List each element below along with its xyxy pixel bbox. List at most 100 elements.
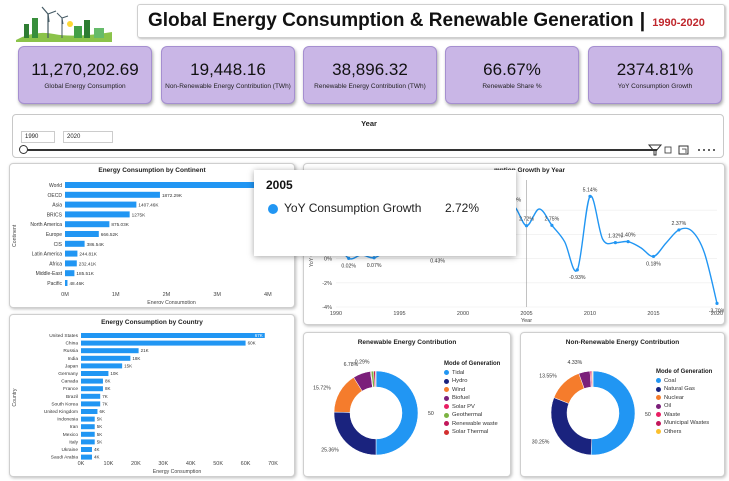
- more-options-icon[interactable]: [698, 149, 715, 151]
- kpi-card-nonrenewable[interactable]: 19,448.16 Non-Renewable Energy Contribut…: [161, 46, 295, 104]
- kpi-value: 11,270,202.69: [31, 60, 139, 79]
- legend-label: Coal: [664, 377, 676, 384]
- data-label: 2.75%: [545, 216, 560, 222]
- data-point: [651, 254, 656, 259]
- nonrenewable-chart-panel[interactable]: Non-Renewable Energy Contribution 50.72%…: [520, 332, 725, 477]
- x-tick-label: 20K: [131, 461, 141, 467]
- data-label: 1407.46K: [138, 203, 159, 208]
- tooltip-series-label: YoY Consumption Growth: [284, 201, 422, 215]
- legend-item[interactable]: Wind: [444, 387, 500, 393]
- x-tick-label: 60K: [241, 461, 251, 467]
- bar: [81, 424, 95, 430]
- continent-bar-chart: World4.11MOECD1872.29KAsia1407.46KBRICS1…: [12, 182, 274, 304]
- kpi-card-renewable[interactable]: 38,896.32 Renewable Energy Contribution …: [303, 46, 437, 104]
- data-label: 386.54K: [87, 242, 105, 247]
- expand-icon[interactable]: [664, 146, 675, 154]
- x-tick-label: 70K: [268, 461, 278, 467]
- kpi-value: 19,448.16: [190, 60, 266, 79]
- data-point: [613, 241, 617, 245]
- legend-item[interactable]: Solar PV: [444, 404, 500, 410]
- chart-title: mption Growth by Year: [494, 167, 566, 174]
- bar: [81, 348, 139, 354]
- legend-label: Solar Thermal: [452, 429, 489, 435]
- data-label: 1.32%: [608, 234, 623, 240]
- slicer-start-input[interactable]: 1990: [21, 131, 55, 143]
- data-label: 0.02%: [341, 263, 356, 269]
- bar: [81, 454, 92, 460]
- continent-chart-panel[interactable]: Energy Consumption by Continent World4.1…: [9, 163, 295, 308]
- legend-dot-icon: [656, 378, 661, 383]
- x-tick-label: 2005: [520, 311, 532, 317]
- legend-label: Solar PV: [452, 403, 475, 410]
- legend-item[interactable]: Natural Gas: [656, 386, 712, 392]
- x-tick-label: 3M: [213, 292, 221, 298]
- legend-item[interactable]: Hydro: [444, 378, 500, 384]
- legend-item[interactable]: Coal: [656, 378, 712, 384]
- legend-dot-icon: [444, 378, 449, 384]
- category-label: Ukraine: [61, 447, 78, 453]
- data-label: 5.14%: [583, 187, 598, 193]
- bar: [65, 182, 274, 188]
- legend-dot-icon: [656, 412, 661, 417]
- data-label: 8K: [105, 379, 111, 384]
- category-label: Italy: [69, 439, 78, 445]
- kpi-card-renewable-share[interactable]: 66.67% Renewable Share %: [445, 46, 579, 104]
- slice-label: 4.33%: [568, 360, 583, 366]
- x-tick-label: 0K: [78, 461, 85, 467]
- legend-item[interactable]: Solar Thermal: [444, 429, 500, 435]
- data-label: 244.81K: [79, 252, 97, 257]
- data-label: 7K: [102, 401, 108, 406]
- x-tick-label: 40K: [186, 461, 196, 467]
- data-label: 4K: [94, 447, 100, 452]
- legend-item[interactable]: Geothermal: [444, 412, 500, 418]
- legend-item[interactable]: Oil: [656, 403, 712, 409]
- bar: [65, 191, 160, 198]
- data-label: 2.72%: [519, 217, 534, 223]
- legend-label: Renewable waste: [452, 420, 498, 427]
- data-label: 0.07%: [367, 263, 382, 269]
- x-tick-label: 2M: [163, 292, 171, 298]
- page-title: Global Energy Consumption & Renewable Ge…: [148, 10, 634, 31]
- y-tick-label: -4%: [322, 305, 332, 311]
- slicer-handle[interactable]: [19, 145, 28, 154]
- category-label: Pacific: [47, 281, 62, 287]
- legend-item[interactable]: Tidal: [444, 370, 500, 376]
- slicer-track[interactable]: [23, 149, 657, 151]
- data-label: 21K: [141, 348, 149, 353]
- bar: [81, 378, 103, 384]
- page-title-bar: Global Energy Consumption & Renewable Ge…: [137, 4, 725, 38]
- slice-label: 50.72%: [645, 412, 651, 418]
- year-slicer[interactable]: Year 1990 2020: [12, 114, 724, 158]
- bar: [81, 340, 246, 346]
- legend-item[interactable]: Others: [656, 429, 712, 435]
- legend-item[interactable]: Biofuel: [444, 395, 500, 401]
- legend-item[interactable]: Municipal Wastes: [656, 420, 712, 426]
- legend-dot-icon: [444, 421, 449, 426]
- legend-item[interactable]: Nuclear: [656, 395, 712, 401]
- data-label: 48.46K: [69, 281, 85, 286]
- category-label: China: [65, 341, 78, 347]
- kpi-label: Global Energy Consumption: [44, 83, 126, 90]
- legend-item[interactable]: Renewable waste: [444, 421, 500, 427]
- renewable-chart-panel[interactable]: Renewable Energy Contribution 50% 25.36% 1…: [303, 332, 511, 477]
- slicer-end-input[interactable]: 2020: [63, 131, 113, 143]
- bar: [81, 401, 101, 407]
- bar: [65, 231, 99, 237]
- category-label: India: [68, 356, 79, 362]
- renewable-legend: Mode of Generation Tidal Hydro Wind Biofuel…: [444, 361, 500, 435]
- country-chart-panel[interactable]: Energy Consumption by Country United Sta…: [9, 314, 295, 477]
- kpi-card-global-consumption[interactable]: 11,270,202.69 Global Energy Consumption: [18, 46, 152, 104]
- kpi-card-yoy-growth[interactable]: 2374.81% YoY Consumption Growth: [588, 46, 722, 104]
- tooltip-series-dot: [268, 204, 278, 214]
- filter-icon[interactable]: [647, 144, 663, 156]
- kpi-value: 2374.81%: [616, 60, 694, 79]
- focus-mode-icon[interactable]: [678, 145, 689, 155]
- y-tick-label: 0%: [324, 257, 332, 263]
- legend-label: Waste: [664, 411, 681, 418]
- data-label: 4K: [94, 455, 100, 460]
- legend-label: Nuclear: [664, 394, 684, 401]
- category-label: Africa: [49, 261, 62, 267]
- x-axis-label: Energy Consumption: [153, 469, 202, 475]
- category-label: BRICS: [47, 212, 63, 218]
- legend-item[interactable]: Waste: [656, 412, 712, 418]
